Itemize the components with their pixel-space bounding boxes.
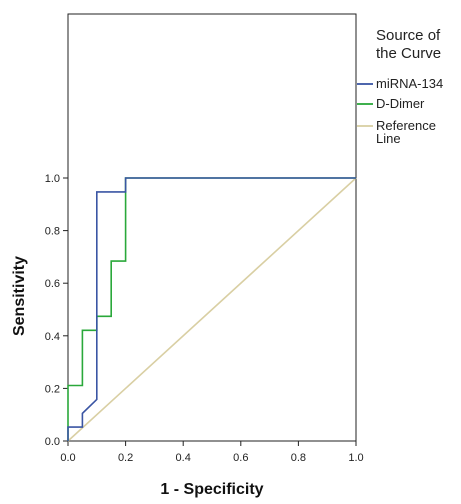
x-tick-label: 1.0 <box>348 452 363 464</box>
series-line-reference-line <box>67 177 357 442</box>
y-axis-ticks: 0.0 0.2 0.4 0.6 0.8 1.0 <box>45 173 68 448</box>
y-tick-label: 1.0 <box>45 173 60 185</box>
y-tick-label: 0.0 <box>45 436 60 448</box>
y-tick-label: 0.2 <box>45 383 60 395</box>
x-tick-label: 0.4 <box>176 452 191 464</box>
legend-label-reference-line: Reference <box>376 118 436 133</box>
x-tick-label: 0.0 <box>60 452 75 464</box>
plot-frame <box>67 13 357 442</box>
legend-label-mirna-134: miRNA-134 <box>376 76 443 91</box>
series-line-mirna-134 <box>67 177 356 441</box>
legend-label-d-dimer: D-Dimer <box>376 96 425 111</box>
y-axis-title: Sensitivity <box>11 256 28 336</box>
y-tick-label: 0.6 <box>45 278 60 290</box>
legend-label-reference-line: Line <box>376 131 401 146</box>
x-tick-label: 0.8 <box>291 452 306 464</box>
x-axis-ticks: 0.0 0.2 0.4 0.6 0.8 1.0 <box>60 441 364 464</box>
y-tick-label: 0.8 <box>45 226 60 238</box>
legend-title-line-2: the Curve <box>376 45 441 62</box>
x-tick-label: 0.2 <box>118 452 133 464</box>
series-layer <box>67 177 357 442</box>
legend: Source of the Curve miRNA-134 D-Dimer Refe… <box>357 27 443 146</box>
y-tick-label: 0.4 <box>45 331 60 343</box>
x-axis-title: 1 - Specificity <box>160 481 263 498</box>
x-tick-label: 0.6 <box>233 452 248 464</box>
legend-title-line-1: Source of <box>376 27 441 44</box>
